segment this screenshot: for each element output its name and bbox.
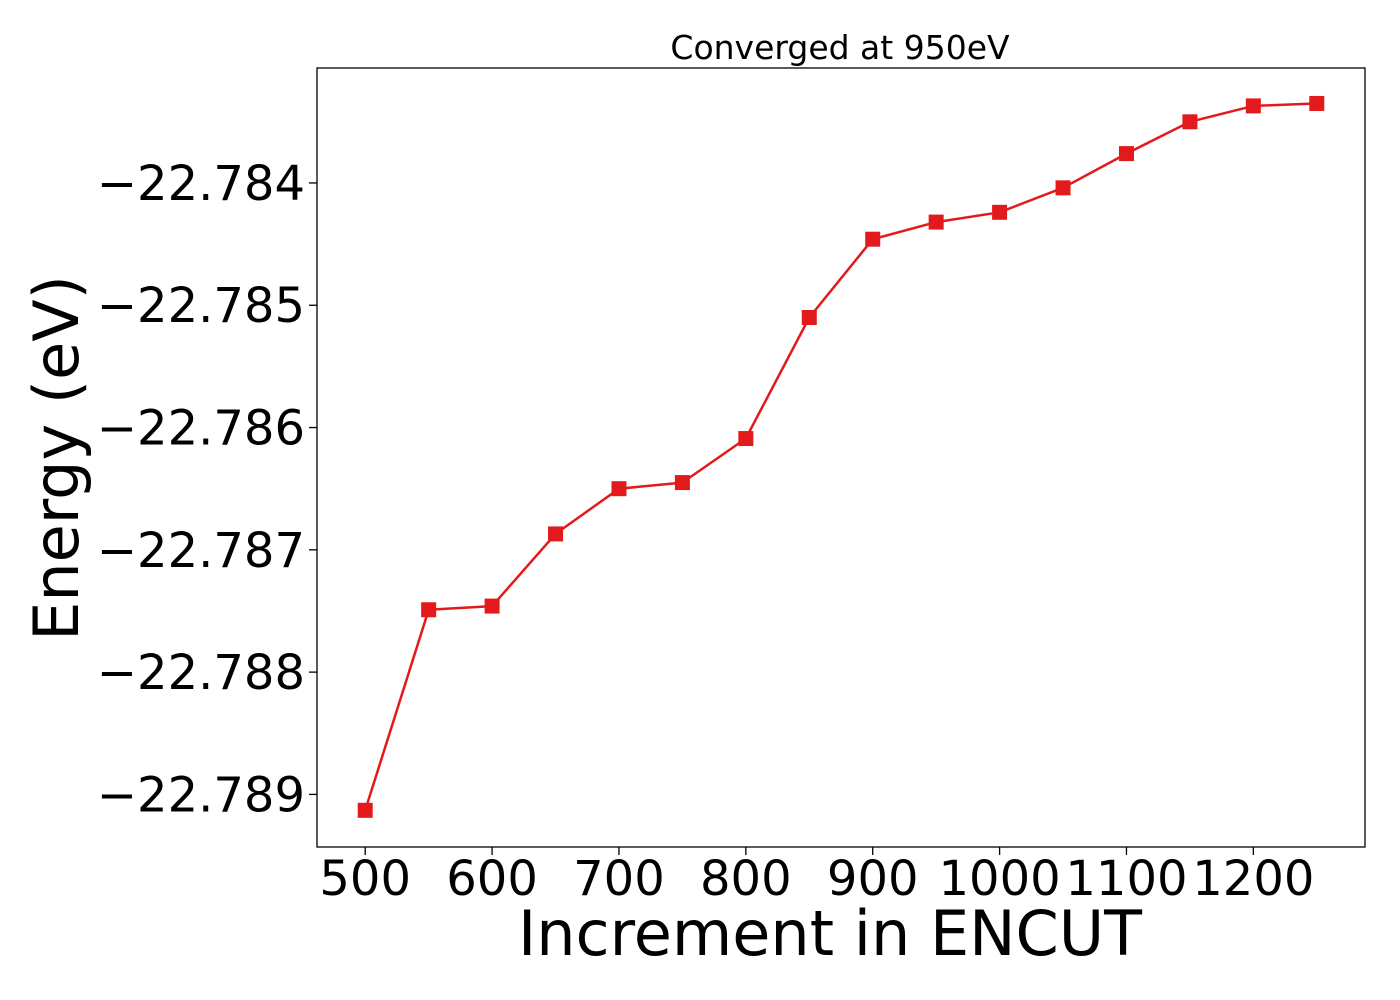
data-point-marker [1309, 95, 1325, 111]
data-point-marker [421, 602, 437, 618]
x-axis-title: Increment in ENCUT [518, 897, 1143, 970]
x-tick-label: 1100 [1065, 851, 1187, 907]
plot-frame [316, 67, 1366, 848]
x-tick-label: 900 [827, 851, 919, 907]
data-point-marker [1055, 180, 1071, 196]
data-point-marker [738, 431, 754, 447]
y-axis-title: Energy (eV) [20, 275, 93, 641]
x-tick-label: 500 [319, 851, 411, 907]
x-axis: 500 600 700 800 900 1000 1100 1200 [319, 847, 1314, 907]
y-tick-label: −22.786 [97, 401, 305, 457]
x-tick-label: 800 [700, 851, 792, 907]
data-point-marker [357, 802, 373, 818]
data-point-marker [928, 214, 944, 230]
data-point-marker [548, 526, 564, 542]
x-tick-label: 1000 [939, 851, 1061, 907]
x-tick-label: 600 [446, 851, 538, 907]
y-axis: −22.784 −22.785 −22.786 −22.787 −22.788 −22.7… [97, 156, 317, 823]
data-point-marker [1182, 114, 1198, 130]
y-tick-label: −22.789 [97, 767, 305, 823]
data-point-marker [611, 481, 627, 497]
y-tick-label: −22.787 [97, 523, 305, 579]
y-tick-label: −22.784 [97, 156, 305, 212]
series-group [357, 95, 1325, 818]
plot-area [316, 67, 1366, 848]
x-tick-label: 700 [573, 851, 665, 907]
y-tick-label: −22.785 [97, 278, 305, 334]
data-point-marker [484, 598, 500, 614]
chart-title: Converged at 950eV [670, 28, 1010, 67]
data-point-marker [1118, 146, 1134, 162]
y-tick-label: −22.788 [97, 645, 305, 701]
data-point-marker [801, 309, 817, 325]
data-point-marker [865, 231, 881, 247]
series-line [364, 102, 1317, 811]
data-point-marker [992, 204, 1008, 220]
data-point-marker [1245, 98, 1261, 114]
x-tick-label: 1200 [1192, 851, 1314, 907]
data-point-marker [674, 475, 690, 491]
